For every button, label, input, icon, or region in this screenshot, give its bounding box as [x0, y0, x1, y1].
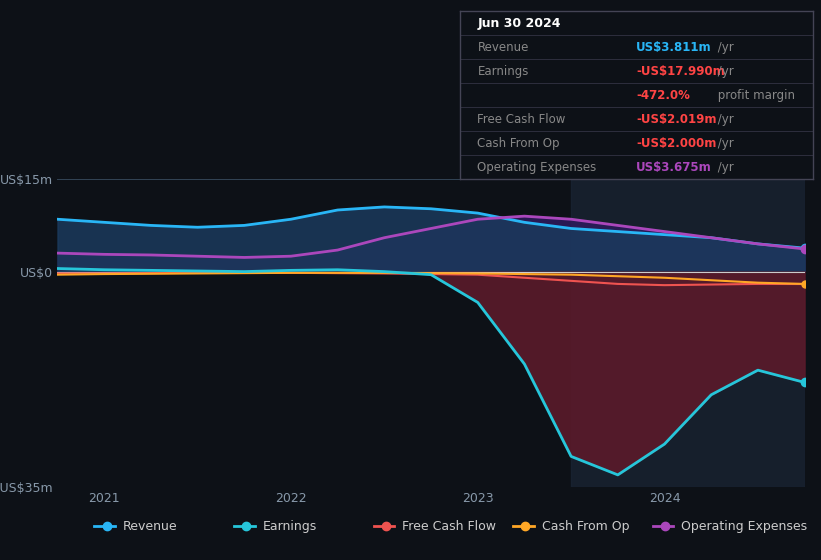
Text: -472.0%: -472.0% — [636, 88, 690, 102]
Text: US$3.811m: US$3.811m — [636, 41, 712, 54]
Text: Earnings: Earnings — [478, 65, 529, 78]
Text: Operating Expenses: Operating Expenses — [681, 520, 808, 533]
Text: /yr: /yr — [714, 65, 734, 78]
Text: -US$2.019m: -US$2.019m — [636, 113, 717, 125]
Text: profit margin: profit margin — [714, 88, 795, 102]
Text: Revenue: Revenue — [123, 520, 178, 533]
Text: Cash From Op: Cash From Op — [542, 520, 630, 533]
Text: US$3.675m: US$3.675m — [636, 161, 712, 174]
Text: Jun 30 2024: Jun 30 2024 — [478, 17, 561, 30]
Text: /yr: /yr — [714, 161, 734, 174]
Text: Free Cash Flow: Free Cash Flow — [402, 520, 496, 533]
Text: Earnings: Earnings — [263, 520, 317, 533]
Text: /yr: /yr — [714, 137, 734, 150]
Text: Operating Expenses: Operating Expenses — [478, 161, 597, 174]
Text: Cash From Op: Cash From Op — [478, 137, 560, 150]
Text: -US$17.990m: -US$17.990m — [636, 65, 725, 78]
Text: Revenue: Revenue — [478, 41, 529, 54]
Text: Free Cash Flow: Free Cash Flow — [478, 113, 566, 125]
Bar — [571, 179, 805, 487]
Text: -US$2.000m: -US$2.000m — [636, 137, 717, 150]
Text: /yr: /yr — [714, 41, 734, 54]
Text: /yr: /yr — [714, 113, 734, 125]
